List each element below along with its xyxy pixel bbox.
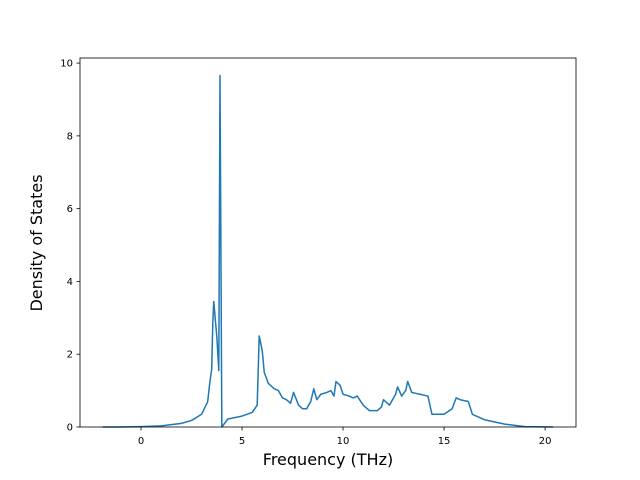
y-axis-label: Density of States [27,174,46,311]
y-tick-label: 8 [67,131,73,142]
y-tick-label: 0 [67,423,73,434]
line-series [102,74,554,428]
y-tick-label: 4 [67,277,73,288]
x-tick-label: 0 [138,436,144,447]
x-tick-label: 20 [539,436,552,447]
x-tick-label: 5 [239,436,245,447]
x-tick-label: 15 [438,436,451,447]
y-tick-label: 2 [67,350,73,361]
y-tick-label: 6 [67,204,73,215]
x-tick-label: 10 [337,436,350,447]
x-axis-label: Frequency (THz) [263,450,393,469]
y-tick-label: 10 [60,59,73,70]
plot-frame [79,57,577,428]
